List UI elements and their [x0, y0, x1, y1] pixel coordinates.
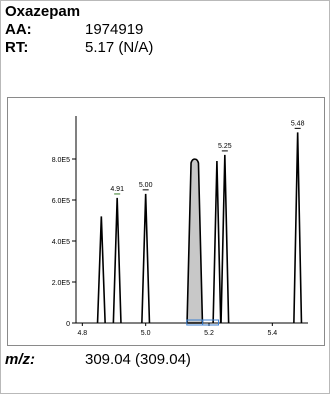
x-tick-label: 5.0 — [141, 330, 151, 337]
peak-trace — [293, 132, 303, 324]
rt-value: 5.17 (N/A) — [85, 39, 154, 56]
peak-label: 5.25 — [218, 143, 232, 150]
peak-label: 5.48 — [291, 120, 305, 127]
mz-label: m/z: — [5, 351, 35, 368]
y-tick-label: 4.0E5 — [52, 239, 70, 246]
mz-value: 309.04 (309.04) — [85, 351, 191, 368]
rt-label: RT: — [5, 39, 29, 56]
x-tick-label: 5.4 — [267, 330, 277, 337]
peak-trace — [220, 154, 230, 324]
peak-trace — [112, 197, 122, 324]
peak-label: 5.00 — [139, 182, 153, 189]
peak-label: 4.91 — [110, 186, 124, 193]
y-tick-label: 8.0E5 — [52, 157, 70, 164]
peak-trace — [141, 193, 151, 324]
y-tick-label: 6.0E5 — [52, 198, 70, 205]
x-tick-label: 5.2 — [204, 330, 214, 337]
aa-value: 1974919 — [85, 21, 144, 38]
chromatogram-svg: 0 2.0E5 4.0E5 6.0E5 8.0E5 4.8 5.0 5.2 5.4 4.91 5.0… — [52, 116, 308, 337]
chromatogram-plot[interactable]: 0 2.0E5 4.0E5 6.0E5 8.0E5 4.8 5.0 5.2 5.4 4.91 5.0… — [7, 97, 325, 346]
aa-label: AA: — [5, 21, 32, 38]
peak-trace — [212, 161, 222, 324]
y-tick-label: 0 — [66, 321, 70, 328]
compound-name: Oxazepam — [5, 3, 81, 20]
peak-trace — [96, 216, 106, 324]
x-tick-label: 4.8 — [77, 330, 87, 337]
shaded-peak — [186, 158, 204, 324]
y-tick-label: 2.0E5 — [52, 280, 70, 287]
